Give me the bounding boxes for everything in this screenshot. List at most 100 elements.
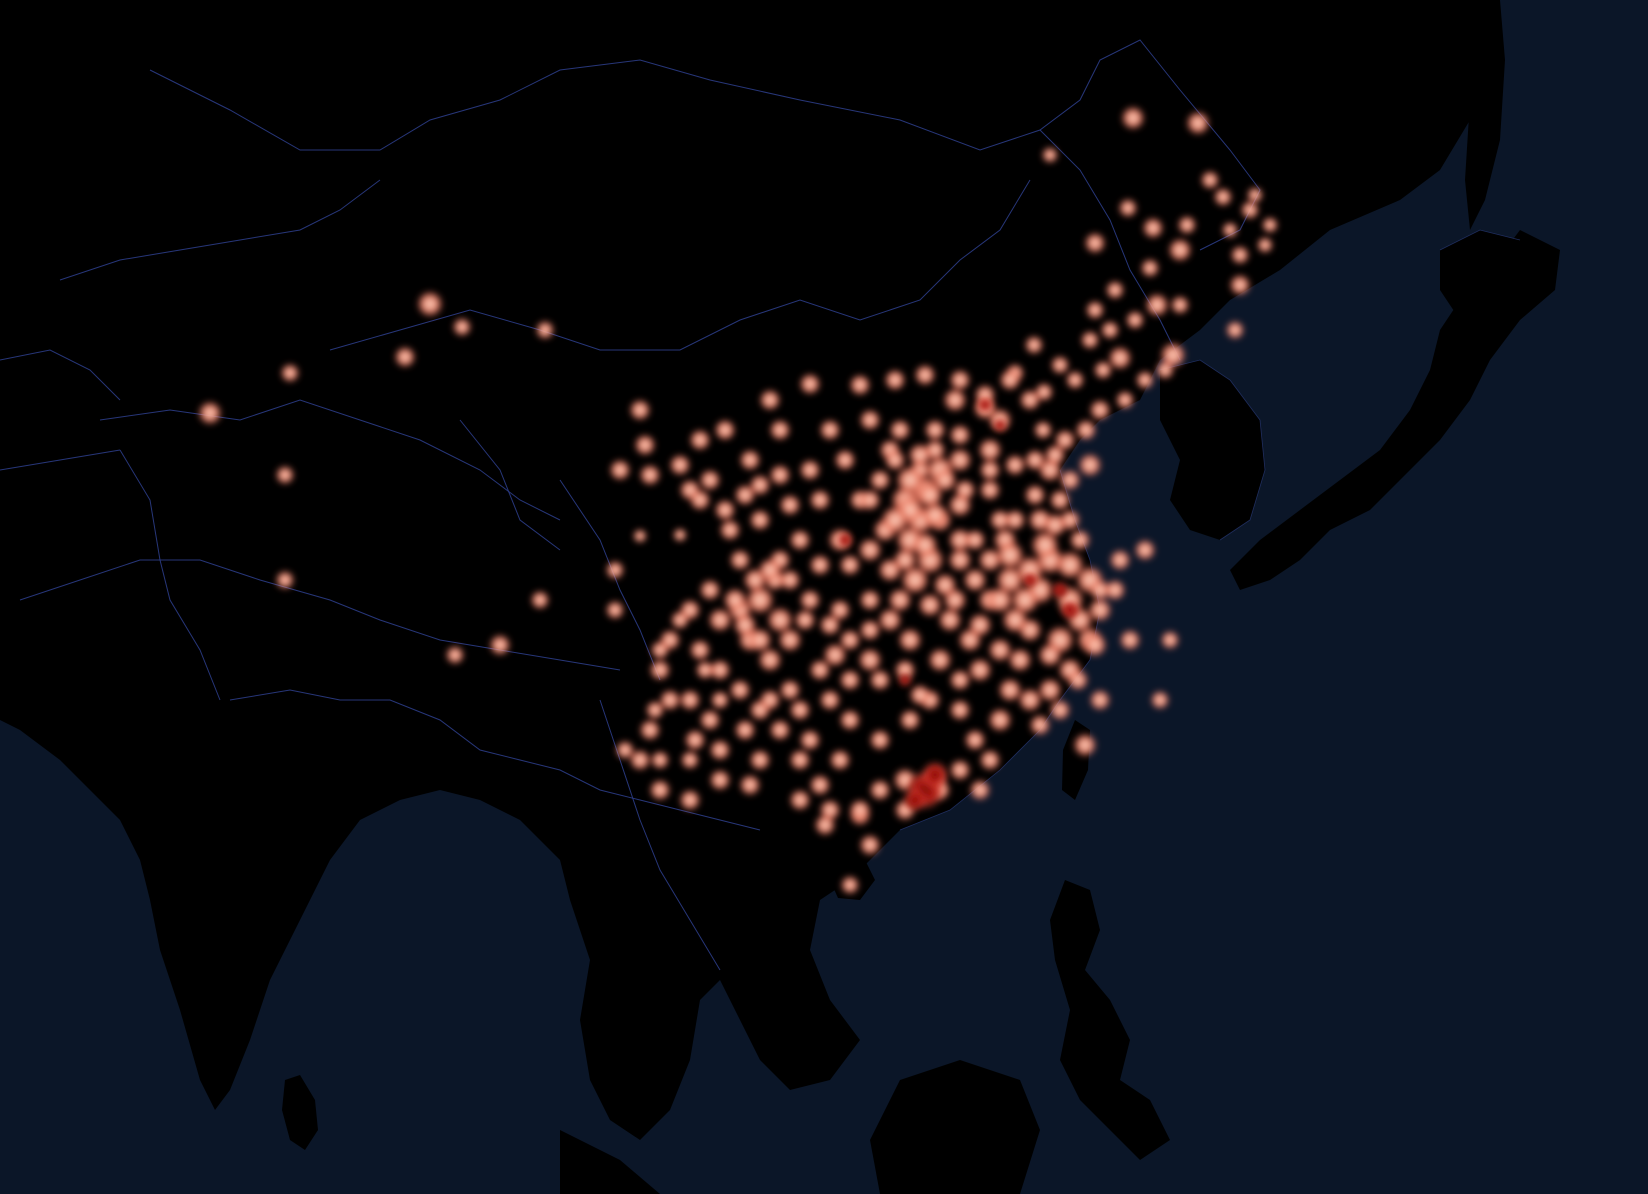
heat-point [638, 718, 662, 742]
heat-point [948, 423, 972, 447]
heat-point [1037, 677, 1063, 703]
heat-point [768, 463, 792, 487]
heat-point [708, 738, 732, 762]
heat-point [1141, 216, 1165, 240]
heat-point [868, 778, 892, 802]
heat-point [672, 527, 688, 543]
heat-point [948, 758, 972, 782]
heat-point [748, 508, 772, 532]
heat-point [648, 778, 672, 802]
heat-point [1100, 320, 1120, 340]
heat-point [280, 363, 300, 383]
heat-point [978, 458, 1002, 482]
heat-point [1103, 578, 1127, 602]
heat-point [1240, 200, 1260, 220]
heat-point [927, 647, 953, 673]
heat-point [748, 473, 772, 497]
heat-point [798, 728, 822, 752]
heat-point [798, 372, 822, 396]
heat-point [1042, 512, 1068, 538]
heat-point [275, 465, 295, 485]
heat-point [1050, 355, 1070, 375]
heat-point [880, 505, 910, 535]
heat-point [1185, 110, 1211, 136]
heat-point [778, 493, 802, 517]
heat-point [840, 875, 860, 895]
heat-point [738, 773, 762, 797]
heat-point [947, 547, 973, 573]
heat-point [1037, 642, 1063, 668]
heat-point [1083, 231, 1107, 255]
heat-point [978, 748, 1002, 772]
heat-point [898, 708, 922, 732]
heat-point [988, 508, 1012, 532]
heat-point [605, 560, 625, 580]
heat-point [1155, 360, 1175, 380]
heat-point [695, 660, 715, 680]
heat-point [707, 607, 733, 633]
heat-point [1125, 310, 1145, 330]
heat-point [758, 688, 782, 712]
heat-point [1228, 273, 1252, 297]
heat-point [732, 612, 758, 638]
heat-point [698, 468, 722, 492]
heat-point [788, 698, 812, 722]
heat-point [793, 608, 817, 632]
heat-point [900, 565, 930, 595]
heat-point [932, 572, 958, 598]
heat-point [748, 748, 772, 772]
heat-point [798, 458, 822, 482]
heat-point [967, 657, 993, 683]
heat-point [678, 788, 702, 812]
heat-point [1150, 690, 1170, 710]
heat-point [1041, 146, 1059, 164]
heat-point [1115, 390, 1135, 410]
heat-point [963, 728, 987, 752]
heat-point [1030, 530, 1060, 560]
heat-point [745, 585, 775, 615]
heat-point [1160, 630, 1180, 650]
heat-point [937, 607, 963, 633]
heat-point [998, 368, 1022, 392]
heat-point [757, 557, 783, 583]
heat-point [1140, 258, 1160, 278]
heat-point [1068, 528, 1092, 552]
heat-point [848, 798, 872, 822]
heat-point [535, 320, 555, 340]
heat-point [650, 750, 670, 770]
heat-point [858, 833, 882, 857]
heat-point [848, 373, 872, 397]
landmass-philippines [1050, 880, 1170, 1160]
heat-point [858, 588, 882, 612]
heat-point [733, 718, 757, 742]
heat-point [1107, 345, 1133, 371]
heat-point [818, 418, 842, 442]
heat-point [833, 448, 857, 472]
heat-point [883, 368, 907, 392]
heat-point [808, 773, 832, 797]
heat-point [911, 531, 939, 559]
heat-point [718, 518, 742, 542]
heat-point [633, 433, 657, 457]
heat-point [868, 468, 892, 492]
heat-point [877, 607, 903, 633]
heat-point [977, 437, 1003, 463]
heat-point [948, 368, 972, 392]
heat-point [1007, 647, 1033, 673]
landmass-japan [1230, 230, 1560, 590]
heat-point [680, 750, 700, 770]
heat-point [670, 610, 690, 630]
heat-point [658, 688, 682, 712]
heat-point [1088, 688, 1112, 712]
heat-hotspot [898, 673, 912, 687]
heat-point [1225, 320, 1245, 340]
heat-point [1058, 468, 1082, 492]
heat-point [768, 418, 792, 442]
heat-point [1087, 597, 1113, 623]
heat-point [648, 658, 672, 682]
landmass-hokkaido [1440, 230, 1530, 320]
heat-point [1105, 280, 1125, 300]
heat-point [788, 788, 812, 812]
